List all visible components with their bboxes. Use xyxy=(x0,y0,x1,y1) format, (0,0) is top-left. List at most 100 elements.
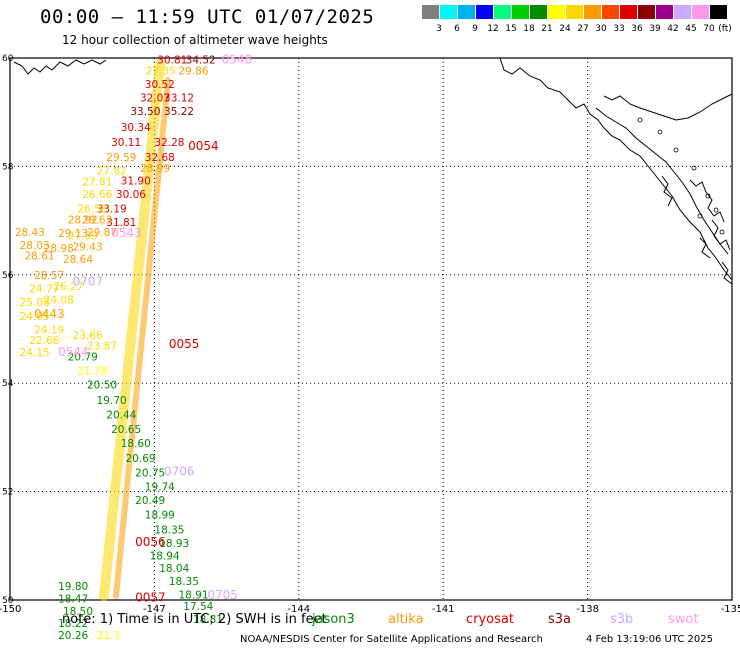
pass-time-label: 0054 xyxy=(188,139,219,153)
coastline-segment xyxy=(499,57,733,281)
wave-height-value: 20.65 xyxy=(111,424,141,436)
longitude-tick-label: -147 xyxy=(143,604,166,615)
credit-line: NOAA/NESDIS Center for Satellite Applica… xyxy=(240,634,543,645)
wave-height-value: 27.35 xyxy=(146,65,176,77)
wave-height-value: 18.47 xyxy=(58,594,88,606)
satellite-legend-entry: s3a xyxy=(548,612,572,627)
legend-label: 6 xyxy=(454,24,460,34)
coastline-segment xyxy=(603,93,733,121)
wave-height-value: 18.99 xyxy=(145,510,175,522)
wave-height-value: 18.35 xyxy=(169,576,199,588)
legend-swatch xyxy=(584,5,601,19)
island xyxy=(657,129,663,135)
wave-height-value: 24.77 xyxy=(29,284,59,296)
wave-height-value: 20.44 xyxy=(106,409,136,421)
coastline-segment xyxy=(699,237,711,259)
wave-height-value: 20.75 xyxy=(135,467,165,479)
island xyxy=(637,117,643,123)
latitude-tick-label: 54 xyxy=(2,379,14,389)
page-subtitle: 12 hour collection of altimeter wave hei… xyxy=(62,33,328,47)
coastline-segment xyxy=(661,175,673,207)
island xyxy=(713,207,719,213)
wave-height-value: 26.58 xyxy=(77,203,107,215)
wave-height-value: 20.49 xyxy=(135,495,165,507)
island xyxy=(705,193,711,199)
legend-label: 9 xyxy=(472,24,478,34)
legend-label: 70 xyxy=(703,24,715,34)
wave-height-value: 29.43 xyxy=(73,241,103,253)
legend-label: 15 xyxy=(505,24,517,34)
wave-height-value: 30.81 xyxy=(157,54,187,66)
island xyxy=(719,229,725,235)
wave-height-value: 28.61 xyxy=(24,251,54,263)
legend-swatch xyxy=(458,5,475,19)
wave-height-value: 29.63 xyxy=(82,214,112,226)
wave-height-value: 33.12 xyxy=(164,92,194,104)
ground-track-band xyxy=(99,59,165,601)
legend-label: 27 xyxy=(577,24,589,34)
wave-height-value: 20.79 xyxy=(68,351,98,363)
legend-swatch xyxy=(692,5,709,19)
latitude-tick-label: 60 xyxy=(2,54,14,64)
pass-time-label: 0706 xyxy=(164,464,195,478)
pass-time-label: 0055 xyxy=(169,337,200,351)
wave-height-value: 24.08 xyxy=(44,295,74,307)
legend-swatch xyxy=(620,5,637,19)
wave-height-value: 34.52 xyxy=(186,54,216,66)
wave-height-value: 23.87 xyxy=(87,341,117,353)
pass-time-label: 0056 xyxy=(135,535,166,549)
wave-height-value: 28.98 xyxy=(44,243,74,255)
generation-timestamp: 4 Feb 13:19:06 UTC 2025 xyxy=(586,634,713,645)
pass-time-label: 0544 xyxy=(58,345,89,359)
wave-height-value: 27.81 xyxy=(82,176,112,188)
wave-height-value: 19.74 xyxy=(145,482,175,494)
wave-height-value: 31.90 xyxy=(121,175,151,187)
wave-height-value: 27.82 xyxy=(97,166,127,178)
coastline-segment xyxy=(721,261,733,285)
longitude-tick-label: -135 xyxy=(721,604,740,615)
wave-height-value: 18.93 xyxy=(159,538,189,550)
island xyxy=(673,147,679,153)
pass-time-label: 0705 xyxy=(207,588,238,602)
wave-height-value: 20.69 xyxy=(126,453,156,465)
wave-height-value: 18.35 xyxy=(154,524,184,536)
latitude-tick-label: 58 xyxy=(2,162,14,172)
wave-height-value: 28.99 xyxy=(140,163,170,175)
wave-height-value: 18.22 xyxy=(58,618,88,630)
pass-time-label: 0543 xyxy=(111,226,142,240)
wave-height-value: 18.94 xyxy=(150,550,180,562)
wave-height-value: 28.43 xyxy=(15,227,45,239)
legend-swatch xyxy=(422,5,439,19)
coastline-segment xyxy=(595,107,729,255)
island xyxy=(697,213,703,219)
wave-height-value: 18.50 xyxy=(63,606,93,618)
wave-height-value: 30.11 xyxy=(111,137,141,149)
legend-label: 30 xyxy=(595,24,607,34)
wave-height-value: 18.81 xyxy=(193,614,223,626)
latitude-tick-label: 56 xyxy=(2,271,14,281)
ground-track-band xyxy=(113,77,171,599)
wave-height-value: 19.80 xyxy=(58,581,88,593)
longitude-tick-label: -150 xyxy=(0,604,21,615)
wave-height-value: 28.03 xyxy=(20,240,50,252)
legend-label: 12 xyxy=(487,24,499,34)
wave-height-value: 21.78 xyxy=(77,366,107,378)
legend-label: 39 xyxy=(649,24,661,34)
pass-time-label: 0443 xyxy=(34,307,65,321)
legend-swatch xyxy=(548,5,565,19)
satellite-legend-entry: altika xyxy=(388,612,424,627)
legend-label: 45 xyxy=(685,24,697,34)
longitude-tick-label: -144 xyxy=(287,604,310,615)
wave-height-value: 22.66 xyxy=(29,335,59,347)
wave-height-value: 33.19 xyxy=(97,203,127,215)
coastline-segment xyxy=(13,59,107,75)
satellite-legend-entry: cryosat xyxy=(466,612,514,627)
legend-swatch xyxy=(440,5,457,19)
wave-height-value: 18.60 xyxy=(121,438,151,450)
wave-height-value: 21.3 xyxy=(97,630,120,642)
wave-height-value: 30.34 xyxy=(121,122,151,134)
wave-height-value: 29.87 xyxy=(87,227,117,239)
wave-height-value: 29.86 xyxy=(178,65,208,77)
footnote: note: 1) Time is in UTC; 2) SWH is in fe… xyxy=(62,612,327,627)
